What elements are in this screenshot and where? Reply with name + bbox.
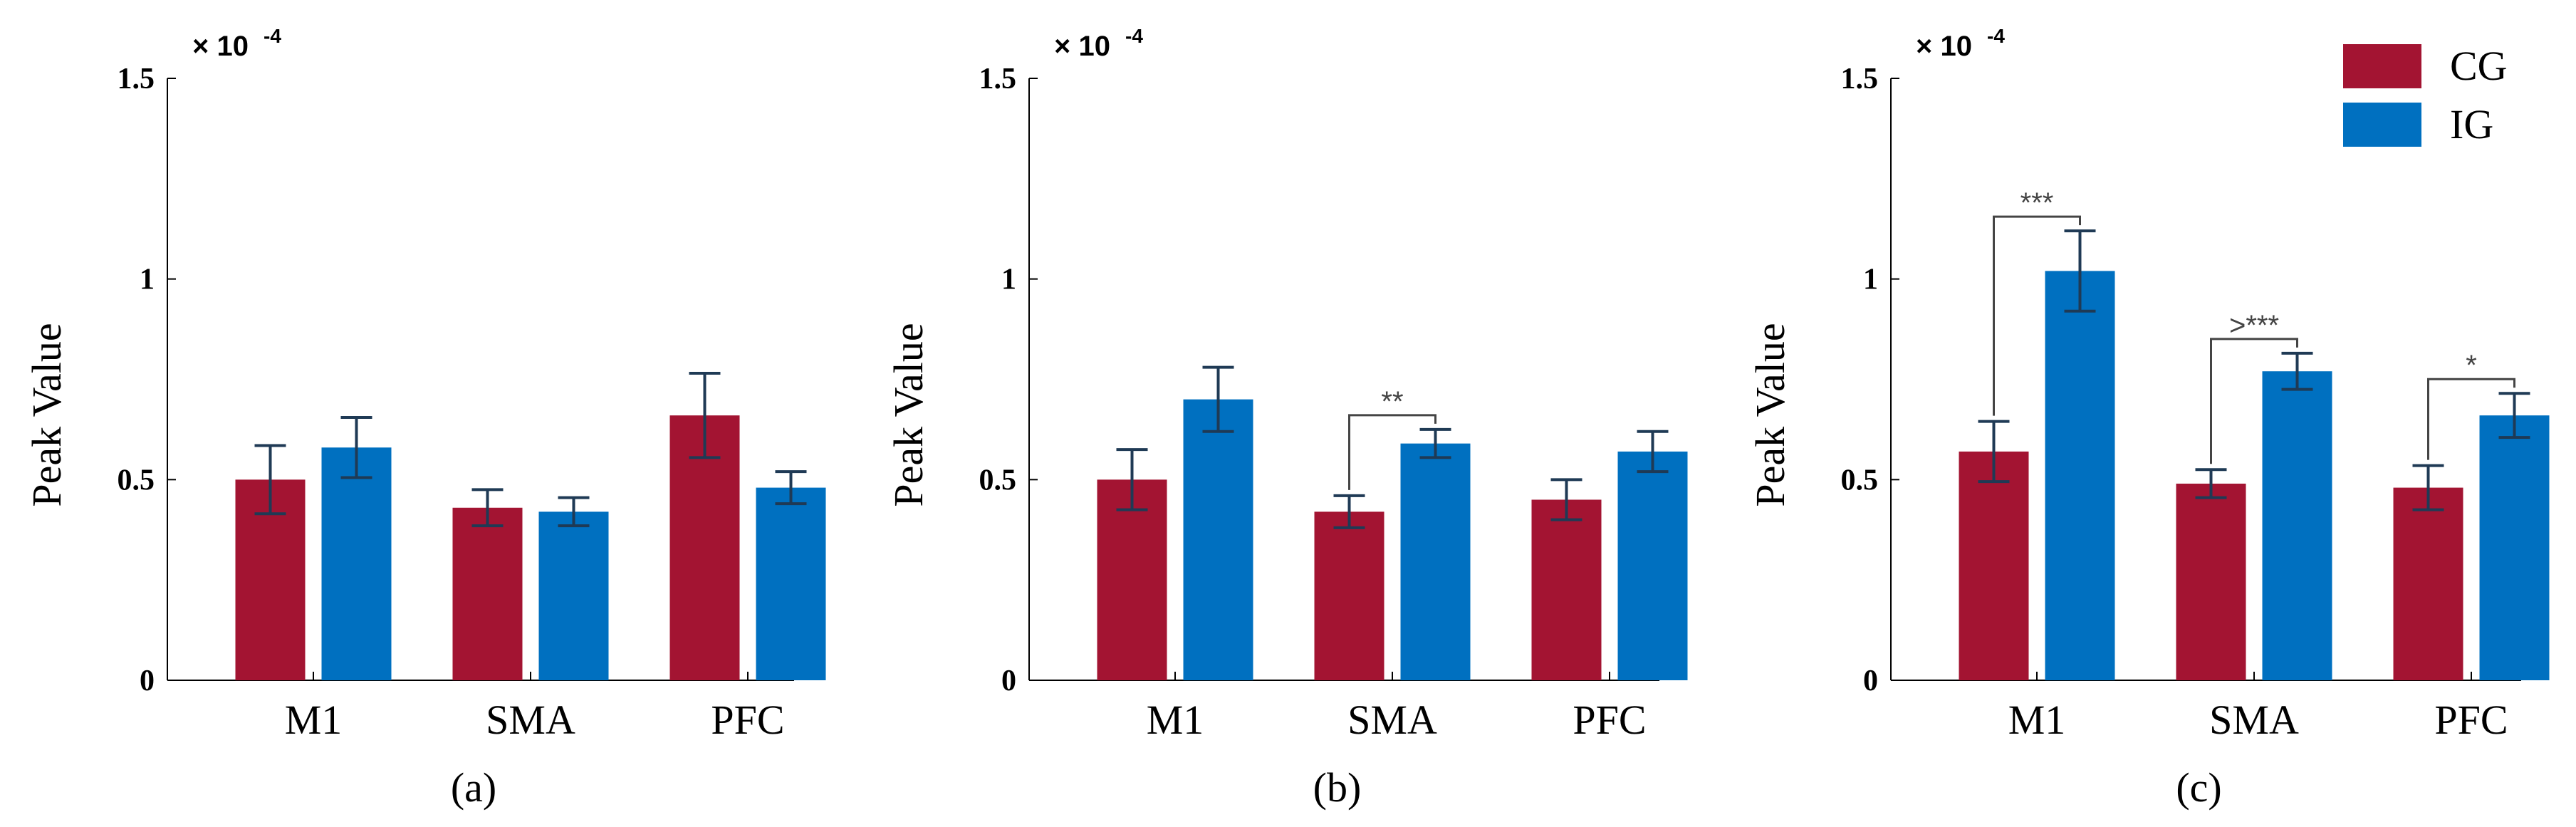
- bar-ig-m1: [2045, 271, 2115, 680]
- category-label-sma: SMA: [1347, 697, 1437, 743]
- bar-ig-pfc: [756, 487, 826, 680]
- chart-panel-b: 0 0.5 1 1.5 × 10 -4 Peak Value M1 SMA PFC ** (b): [885, 25, 1688, 811]
- y-tick-label: 0: [1001, 665, 1016, 697]
- y-tick-label: 0.5: [979, 464, 1017, 496]
- panel-label: (c): [2176, 764, 2221, 811]
- chart-panel-a: 0 0.5 1 1.5 × 10 -4 Peak Value M1 SMA PFC (a): [24, 25, 826, 811]
- legend-swatch-cg: [2343, 44, 2421, 88]
- bar-cg-sma: [1314, 511, 1385, 680]
- legend-label-cg: CG: [2450, 43, 2508, 89]
- panel-label: (a): [451, 764, 496, 811]
- category-label-sma: SMA: [486, 697, 575, 743]
- y-axis-label: Peak Value: [885, 323, 932, 506]
- legend: CG IG: [2343, 43, 2508, 147]
- significance-label: *: [2466, 350, 2477, 381]
- category-label-m1: M1: [285, 697, 343, 743]
- bar-cg-pfc: [669, 415, 740, 680]
- bar-ig-sma: [538, 511, 609, 680]
- significance-label: >***: [2229, 310, 2279, 341]
- bar-cg-pfc: [1531, 499, 1602, 680]
- category-label-pfc: PFC: [2434, 697, 2508, 743]
- y-tick-label: 1: [140, 264, 155, 296]
- y-tick-label: 0: [140, 665, 155, 697]
- category-label-m1: M1: [2008, 697, 2066, 743]
- bar-cg-m1: [1959, 451, 2029, 680]
- legend-swatch-ig: [2343, 103, 2421, 147]
- bar-ig-pfc: [2479, 415, 2550, 680]
- axis-scale-exponent: -4: [264, 25, 281, 47]
- y-tick-label: 0.5: [118, 464, 155, 496]
- significance-bracket: [1993, 215, 2081, 416]
- category-label-m1: M1: [1147, 697, 1204, 743]
- panel-label: (b): [1313, 764, 1362, 811]
- y-tick-label: 0: [1863, 665, 1878, 697]
- significance-label: ***: [2020, 187, 2054, 219]
- y-axis-label: Peak Value: [24, 323, 70, 506]
- bar-ig-sma: [1400, 443, 1471, 680]
- significance-bracket: [2427, 378, 2515, 460]
- y-tick-label: 1: [1001, 264, 1016, 296]
- bar-cg-sma: [452, 507, 523, 680]
- bar-cg-m1: [1097, 479, 1167, 680]
- y-tick-label: 1.5: [118, 63, 155, 95]
- axis-scale-label: × 10: [192, 31, 249, 62]
- significance-bracket: [1348, 414, 1436, 490]
- significance-label: **: [1381, 386, 1403, 417]
- y-tick-label: 1: [1863, 264, 1878, 296]
- chart-panel-c: 0 0.5 1 1.5 × 10 -4 Peak Value M1 SMA PFC *** >*** *…: [1747, 25, 2550, 811]
- y-axis-label: Peak Value: [1747, 323, 1793, 506]
- axis-scale-exponent: -4: [1987, 25, 2005, 47]
- axis-scale-label: × 10: [1054, 31, 1110, 62]
- axis-scale-label: × 10: [1916, 31, 1972, 62]
- y-tick-label: 1.5: [1841, 63, 1879, 95]
- legend-label-ig: IG: [2450, 101, 2493, 147]
- category-label-pfc: PFC: [711, 697, 784, 743]
- bar-ig-m1: [321, 447, 392, 680]
- y-tick-label: 1.5: [979, 63, 1017, 95]
- significance-bracket: [2210, 338, 2298, 464]
- bar-ig-m1: [1183, 399, 1253, 680]
- y-tick-label: 0.5: [1841, 464, 1879, 496]
- category-label-pfc: PFC: [1573, 697, 1646, 743]
- category-label-sma: SMA: [2209, 697, 2299, 743]
- bar-cg-sma: [2176, 483, 2246, 680]
- bar-ig-pfc: [1617, 451, 1688, 680]
- bar-cg-pfc: [2393, 487, 2463, 680]
- axis-scale-exponent: -4: [1125, 25, 1143, 47]
- bar-ig-sma: [2262, 371, 2332, 680]
